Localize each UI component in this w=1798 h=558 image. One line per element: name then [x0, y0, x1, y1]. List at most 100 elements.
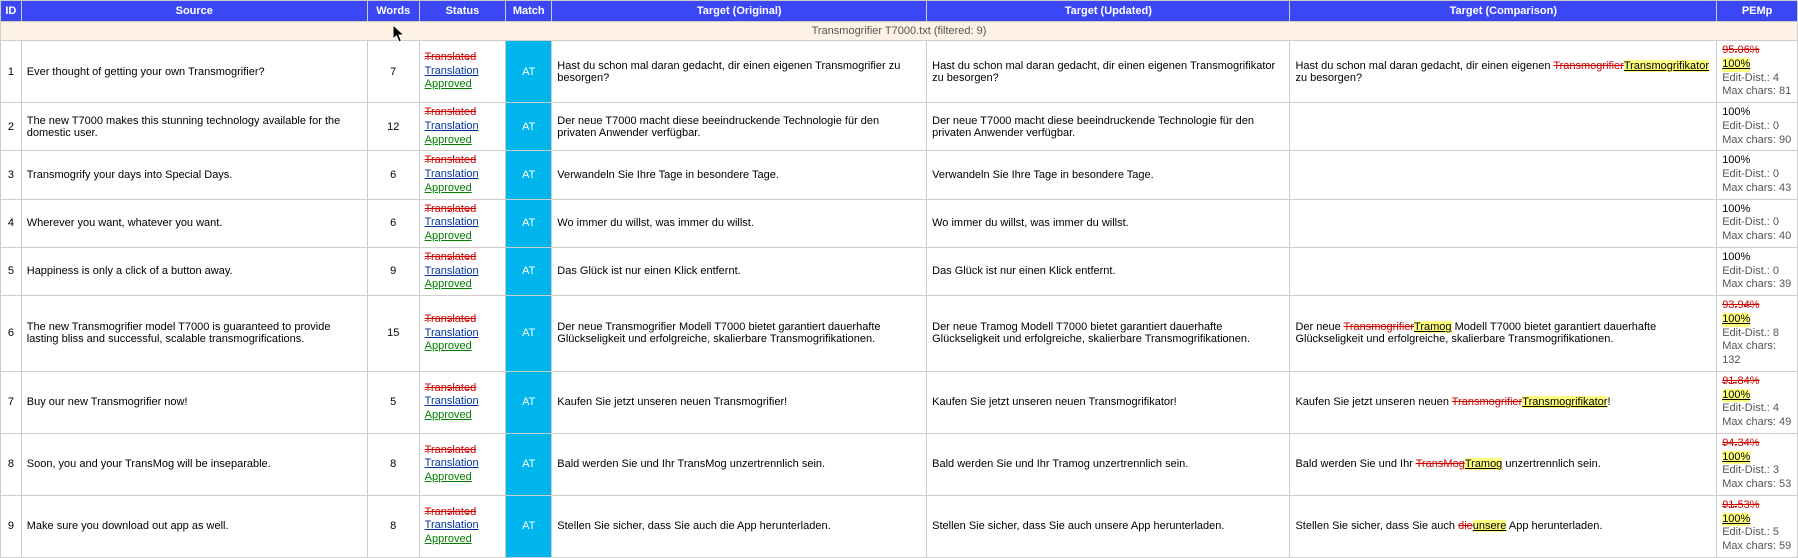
cell-match[interactable]: AT [506, 151, 552, 199]
diff-deleted: TransMog [1416, 458, 1465, 470]
table-row[interactable]: 2The new T7000 makes this stunning techn… [1, 103, 1798, 151]
cell-target-updated[interactable]: Kaufen Sie jetzt unseren neuen Transmogr… [927, 371, 1290, 433]
cell-status[interactable]: TranslatedTranslationApproved [419, 495, 506, 557]
diff-deleted: Transmogrifier [1344, 321, 1415, 333]
cell-id[interactable]: 9 [1, 495, 22, 557]
cell-id[interactable]: 3 [1, 151, 22, 199]
cell-match[interactable]: AT [506, 41, 552, 103]
cell-target-updated[interactable]: Das Glück ist nur einen Klick entfernt. [927, 247, 1290, 295]
header-pemp[interactable]: PEMp [1717, 1, 1798, 22]
cell-pemp: 100%Edit-Dist.: 0Max chars: 43 [1717, 151, 1798, 199]
cell-source[interactable]: Transmogrify your days into Special Days… [21, 151, 367, 199]
table-row[interactable]: 5Happiness is only a click of a button a… [1, 247, 1798, 295]
cell-pemp: 91.53%100%Edit-Dist.: 5Max chars: 59 [1717, 495, 1798, 557]
header-id[interactable]: ID [1, 1, 22, 22]
header-words[interactable]: Words [367, 1, 419, 22]
header-row[interactable]: ID Source Words Status Match Target (Ori… [1, 1, 1798, 22]
cell-id[interactable]: 5 [1, 247, 22, 295]
cell-status[interactable]: TranslatedTranslationApproved [419, 371, 506, 433]
header-target-comparison[interactable]: Target (Comparison) [1290, 1, 1717, 22]
cell-target-comparison[interactable]: Kaufen Sie jetzt unseren neuen Transmogr… [1290, 371, 1717, 433]
cell-target-comparison[interactable]: Der neue TransmogrifierTramog Modell T70… [1290, 296, 1717, 372]
cell-target-original[interactable]: Der neue Transmogrifier Modell T7000 bie… [552, 296, 927, 372]
cell-match[interactable]: AT [506, 433, 552, 495]
table-row[interactable]: 9Make sure you download out app as well.… [1, 495, 1798, 557]
translation-grid[interactable]: ID Source Words Status Match Target (Ori… [0, 0, 1798, 558]
cell-match[interactable]: AT [506, 247, 552, 295]
cell-target-updated[interactable]: Stellen Sie sicher, dass Sie auch unsere… [927, 495, 1290, 557]
cell-id[interactable]: 2 [1, 103, 22, 151]
pemp-max-chars: Max chars: 39 [1722, 278, 1792, 292]
cell-match[interactable]: AT [506, 103, 552, 151]
cell-source[interactable]: Make sure you download out app as well. [21, 495, 367, 557]
cell-target-updated[interactable]: Bald werden Sie und Ihr Tramog unzertren… [927, 433, 1290, 495]
table-row[interactable]: 8Soon, you and your TransMog will be ins… [1, 433, 1798, 495]
cell-status[interactable]: TranslatedTranslationApproved [419, 247, 506, 295]
cell-match[interactable]: AT [506, 495, 552, 557]
pemp-new: 100% [1722, 106, 1792, 120]
status-translated: Translated [425, 251, 501, 265]
cell-target-original[interactable]: Hast du schon mal daran gedacht, dir ein… [552, 41, 927, 103]
cell-source[interactable]: Buy our new Transmogrifier now! [21, 371, 367, 433]
pemp-old: 91.53% [1722, 499, 1792, 513]
cell-target-updated[interactable]: Hast du schon mal daran gedacht, dir ein… [927, 41, 1290, 103]
cell-target-original[interactable]: Das Glück ist nur einen Klick entfernt. [552, 247, 927, 295]
table-row[interactable]: 3Transmogrify your days into Special Day… [1, 151, 1798, 199]
cell-id[interactable]: 1 [1, 41, 22, 103]
cell-status[interactable]: TranslatedTranslationApproved [419, 199, 506, 247]
cell-target-original[interactable]: Kaufen Sie jetzt unseren neuen Transmogr… [552, 371, 927, 433]
cell-target-original[interactable]: Wo immer du willst, was immer du willst. [552, 199, 927, 247]
table-row[interactable]: 1Ever thought of getting your own Transm… [1, 41, 1798, 103]
cell-source[interactable]: The new Transmogrifier model T7000 is gu… [21, 296, 367, 372]
cell-match[interactable]: AT [506, 199, 552, 247]
cell-target-comparison[interactable] [1290, 103, 1717, 151]
cell-source[interactable]: Happiness is only a click of a button aw… [21, 247, 367, 295]
cell-status[interactable]: TranslatedTranslationApproved [419, 433, 506, 495]
cell-target-comparison[interactable]: Stellen Sie sicher, dass Sie auch dieuns… [1290, 495, 1717, 557]
header-target-updated[interactable]: Target (Updated) [927, 1, 1290, 22]
cell-status[interactable]: TranslatedTranslationApproved [419, 151, 506, 199]
header-target-original[interactable]: Target (Original) [552, 1, 927, 22]
pemp-old: 95.06% [1722, 44, 1792, 58]
pemp-max-chars: Max chars: 53 [1722, 478, 1792, 492]
status-approved: Approved [425, 409, 501, 423]
cell-status[interactable]: TranslatedTranslationApproved [419, 41, 506, 103]
pemp-edit-dist: Edit-Dist.: 8 [1722, 327, 1792, 341]
cell-id[interactable]: 7 [1, 371, 22, 433]
cell-source[interactable]: Ever thought of getting your own Transmo… [21, 41, 367, 103]
cell-source[interactable]: Soon, you and your TransMog will be inse… [21, 433, 367, 495]
cell-target-comparison[interactable] [1290, 247, 1717, 295]
cell-target-comparison[interactable]: Bald werden Sie und Ihr TransMogTramog u… [1290, 433, 1717, 495]
header-source[interactable]: Source [21, 1, 367, 22]
cell-id[interactable]: 8 [1, 433, 22, 495]
pemp-new: 100% [1722, 58, 1750, 72]
cell-target-updated[interactable]: Wo immer du willst, was immer du willst. [927, 199, 1290, 247]
cell-target-updated[interactable]: Der neue T7000 macht diese beeindruckend… [927, 103, 1290, 151]
header-match[interactable]: Match [506, 1, 552, 22]
cell-status[interactable]: TranslatedTranslationApproved [419, 103, 506, 151]
cell-target-original[interactable]: Bald werden Sie und Ihr TransMog unzertr… [552, 433, 927, 495]
cell-match[interactable]: AT [506, 296, 552, 372]
cell-status[interactable]: TranslatedTranslationApproved [419, 296, 506, 372]
cell-id[interactable]: 6 [1, 296, 22, 372]
cell-target-original[interactable]: Verwandeln Sie Ihre Tage in besondere Ta… [552, 151, 927, 199]
header-status[interactable]: Status [419, 1, 506, 22]
cell-target-original[interactable]: Stellen Sie sicher, dass Sie auch die Ap… [552, 495, 927, 557]
cell-target-comparison[interactable]: Hast du schon mal daran gedacht, dir ein… [1290, 41, 1717, 103]
table-row[interactable]: 6The new Transmogrifier model T7000 is g… [1, 296, 1798, 372]
cell-target-comparison[interactable] [1290, 151, 1717, 199]
status-translated: Translated [425, 506, 501, 520]
cell-source[interactable]: Wherever you want, whatever you want. [21, 199, 367, 247]
cell-target-original[interactable]: Der neue T7000 macht diese beeindruckend… [552, 103, 927, 151]
cell-id[interactable]: 4 [1, 199, 22, 247]
cell-target-comparison[interactable] [1290, 199, 1717, 247]
cell-source[interactable]: The new T7000 makes this stunning techno… [21, 103, 367, 151]
cell-target-updated[interactable]: Der neue Tramog Modell T7000 bietet gara… [927, 296, 1290, 372]
pemp-edit-dist: Edit-Dist.: 0 [1722, 168, 1792, 182]
cell-match[interactable]: AT [506, 371, 552, 433]
pemp-edit-dist: Edit-Dist.: 0 [1722, 120, 1792, 134]
cell-target-updated[interactable]: Verwandeln Sie Ihre Tage in besondere Ta… [927, 151, 1290, 199]
table-row[interactable]: 4Wherever you want, whatever you want.6T… [1, 199, 1798, 247]
table-row[interactable]: 7Buy our new Transmogrifier now!5Transla… [1, 371, 1798, 433]
cell-words: 8 [367, 433, 419, 495]
